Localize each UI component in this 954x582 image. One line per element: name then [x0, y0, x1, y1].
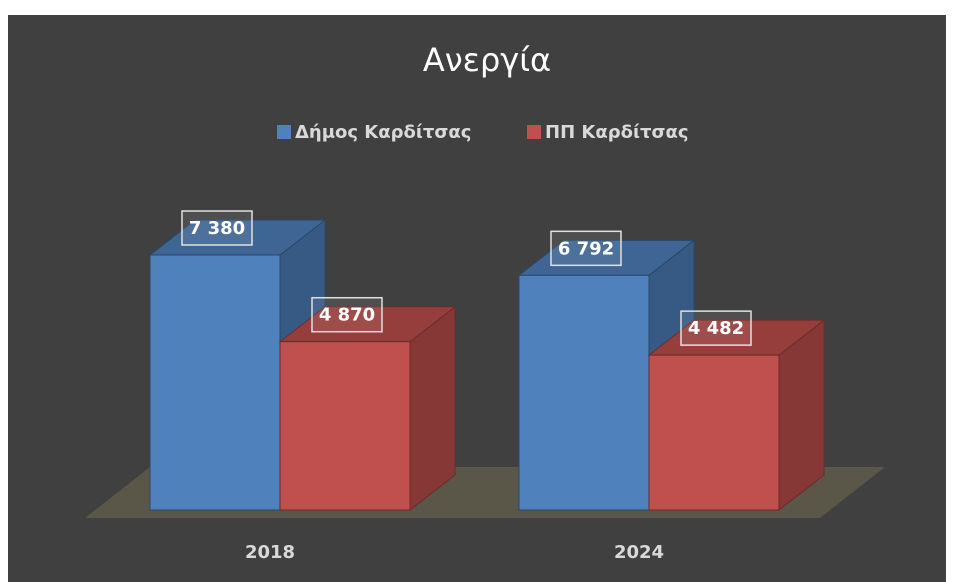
value-label: 6 792: [558, 238, 614, 259]
legend-label: Δήμος Καρδίτσας: [295, 122, 471, 143]
legend-label: ΠΠ Καρδίτσας: [545, 122, 689, 143]
bar: [648, 354, 780, 511]
bar: [279, 341, 411, 511]
value-label: 4 482: [688, 318, 744, 339]
value-label-box: [550, 230, 622, 267]
legend-marker: [277, 125, 291, 139]
value-label-box: [680, 310, 752, 346]
value-label: 4 870: [319, 305, 375, 326]
value-label: 7 380: [189, 218, 245, 239]
legend-marker: [527, 125, 541, 139]
value-label-box: [311, 296, 383, 333]
x-tick-label: 2018: [245, 542, 295, 563]
bar-side: [409, 305, 456, 512]
bar: [518, 274, 650, 511]
x-tick-label: 2024: [614, 542, 664, 563]
bar: [149, 254, 281, 511]
chart-title: Ανεργία: [423, 41, 551, 79]
value-label-box: [181, 210, 253, 246]
